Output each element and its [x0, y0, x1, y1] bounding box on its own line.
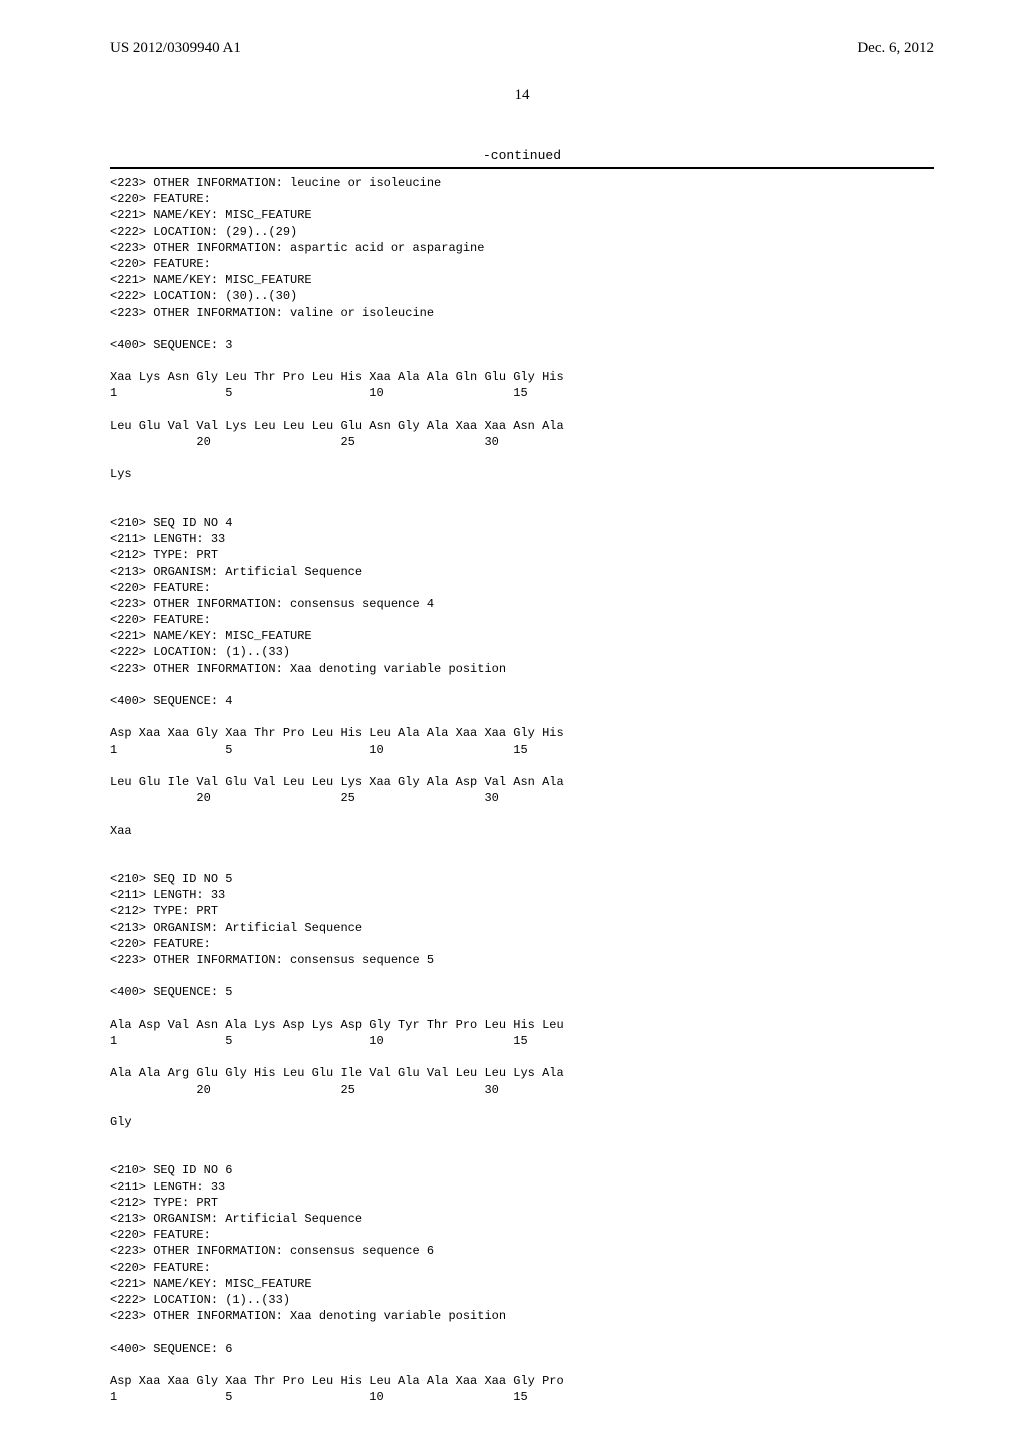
page-number: 14 — [110, 87, 934, 104]
patent-page: US 2012/0309940 A1 Dec. 6, 2012 14 -cont… — [0, 0, 1024, 1445]
sequence-listing: <223> OTHER INFORMATION: leucine or isol… — [110, 175, 934, 1405]
publication-date: Dec. 6, 2012 — [857, 40, 934, 57]
publication-number: US 2012/0309940 A1 — [110, 40, 241, 57]
continued-label: -continued — [110, 148, 934, 163]
page-header: US 2012/0309940 A1 Dec. 6, 2012 — [110, 40, 934, 57]
rule-line — [110, 167, 934, 169]
